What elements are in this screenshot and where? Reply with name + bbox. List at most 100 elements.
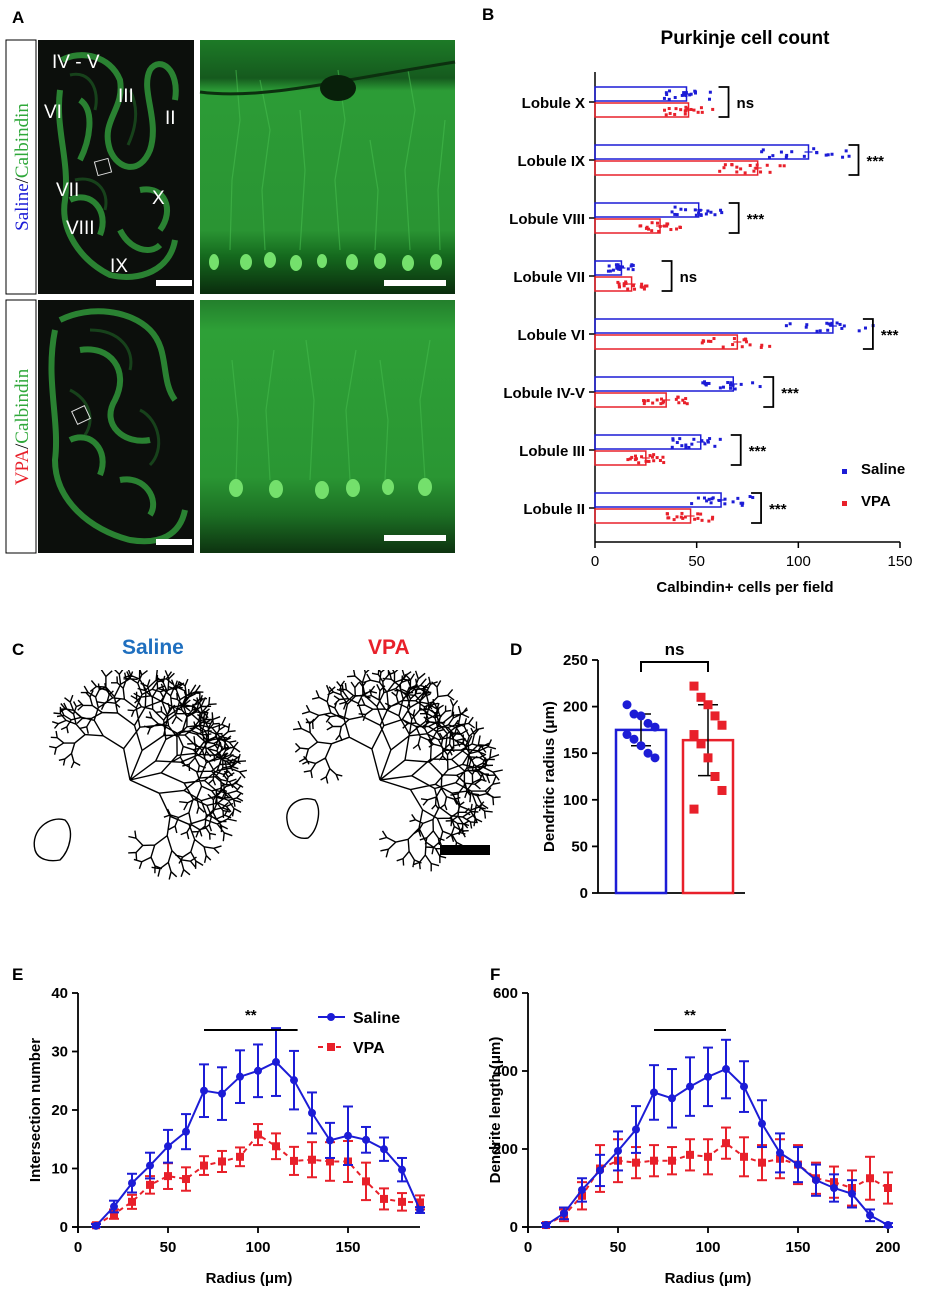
chart-e-data-point	[236, 1072, 244, 1081]
chart-f-data-point	[722, 1065, 730, 1074]
chart-b-data-point	[637, 461, 641, 465]
chart-b-data-point	[699, 213, 703, 217]
chart-b-data-point	[658, 458, 662, 462]
chart-e-data-point	[290, 1156, 298, 1165]
chart-b-data-point	[681, 398, 685, 402]
chart-b-data-point	[707, 97, 711, 101]
lobule-label-vi: VI	[44, 102, 62, 123]
chart-b-data-point	[709, 339, 713, 343]
chart-b-data-point	[617, 267, 621, 271]
chart-b-data-point	[830, 321, 834, 325]
chart-b-data-point	[743, 171, 747, 175]
chart-b-data-point	[634, 457, 638, 461]
chart-b-data-point	[668, 111, 672, 115]
chart-b-data-point	[723, 163, 727, 167]
chart-b-category-label: Lobule VII	[513, 269, 585, 286]
saline-lobule-labels: IV - V III II VI VII VIII X IX	[44, 52, 176, 277]
chart-b-data-point	[630, 455, 634, 459]
chart-b-data-point	[739, 167, 743, 171]
chart-b-data-point	[622, 284, 626, 288]
chart-d-data-point	[689, 804, 699, 814]
panel-letter-d: D	[510, 640, 522, 659]
chart-b-significance-label: ns	[680, 269, 698, 286]
chart-b-data-point	[829, 323, 833, 327]
chart-f-data-point	[740, 1082, 748, 1091]
chart-f-data-point	[758, 1119, 766, 1128]
chart-b-data-point	[699, 512, 703, 516]
purkinje-dendrite-path	[293, 670, 503, 872]
chart-b-data-point	[608, 269, 612, 273]
chart-b-data-point	[857, 329, 861, 333]
chart-b-data-point	[755, 163, 759, 167]
chart-b-data-point	[765, 163, 769, 167]
chart-b-data-point	[709, 210, 713, 214]
chart-f-y-tick-label: 0	[510, 1219, 518, 1236]
chart-b-data-point	[713, 444, 717, 448]
chart-b-data-point	[675, 213, 679, 217]
chart-f-x-tick-label: 50	[610, 1239, 627, 1256]
chart-d-data-point	[643, 718, 653, 728]
chart-b-data-point	[718, 437, 722, 441]
saline-purkinje-zoom-image	[199, 40, 456, 294]
chart-b-data-point	[784, 155, 788, 159]
chart-b-data-point	[718, 386, 722, 390]
chart-b-data-point	[678, 437, 682, 441]
chart-b-data-point	[812, 147, 816, 151]
chart-b-data-point	[662, 96, 666, 100]
chart-b-data-point	[706, 339, 710, 343]
chart-b-data-point	[624, 280, 628, 284]
panel-c-dendrite-tracings	[33, 670, 503, 880]
lobule-label-ix: IX	[110, 256, 128, 277]
chart-f-dendrite-length: F 0 200 400 600 0 50 100 150 200 Radius (μm) Dendri…	[487, 965, 901, 1287]
chart-e-y-tick-label: 40	[51, 985, 68, 1002]
chart-b-data-point	[675, 227, 679, 231]
chart-b-data-point	[677, 401, 681, 405]
panel-letter-f: F	[490, 965, 500, 984]
chart-f-data-point	[704, 1152, 712, 1161]
chart-b-x-tick-label: 50	[688, 553, 705, 570]
chart-b-data-point	[690, 442, 694, 446]
chart-b-data-point	[687, 445, 691, 449]
vpa-label-text: VPA	[12, 449, 33, 486]
chart-b-data-point	[768, 344, 772, 348]
chart-d-data-point	[650, 722, 660, 732]
chart-e-x-tick-label: 50	[160, 1239, 177, 1256]
chart-b-category-label: Lobule VIII	[509, 211, 585, 228]
chart-b-significance-bracket	[661, 260, 673, 292]
chart-b-data-point	[723, 502, 727, 506]
chart-f-data-point	[578, 1185, 586, 1194]
chart-b-data-point	[731, 500, 735, 504]
saline-label-box	[5, 39, 37, 295]
chart-d-data-point	[629, 709, 639, 719]
chart-b-data-point	[827, 322, 831, 326]
chart-e-y-axis-label: Intersection number	[27, 1038, 44, 1182]
chart-b-data-point	[741, 501, 745, 505]
chart-d-significance-bracket	[640, 661, 709, 672]
chart-b-bar-vpa	[594, 392, 667, 408]
chart-b-bar-saline	[594, 492, 722, 508]
chart-b-data-point	[643, 399, 647, 403]
chart-b-data-point	[754, 166, 758, 170]
chart-b-data-point	[844, 149, 848, 153]
chart-e-x-tick-label: 0	[74, 1239, 82, 1256]
chart-b-data-point	[690, 502, 694, 506]
chart-b-data-point	[624, 282, 628, 286]
chart-b-data-point	[732, 337, 736, 341]
chart-e-x-tick-label: 100	[245, 1239, 270, 1256]
chart-f-data-point	[758, 1158, 766, 1167]
chart-b-data-point	[673, 112, 677, 116]
chart-b-data-point	[617, 282, 621, 286]
chart-e-data-point	[110, 1210, 118, 1219]
chart-e-data-point	[272, 1058, 280, 1067]
lobule-label-vii: VII	[56, 180, 79, 201]
chart-b-bar-saline	[594, 318, 834, 334]
chart-b-category-label: Lobule X	[522, 95, 585, 112]
chart-e-data-point	[128, 1179, 136, 1188]
chart-b-data-point	[661, 401, 665, 405]
chart-f-data-point	[686, 1082, 694, 1091]
chart-b-data-point	[670, 210, 674, 214]
chart-b-data-point	[700, 518, 704, 522]
chart-b-data-point	[698, 208, 702, 212]
chart-b-data-point	[740, 345, 744, 349]
chart-b-data-point	[673, 205, 677, 209]
